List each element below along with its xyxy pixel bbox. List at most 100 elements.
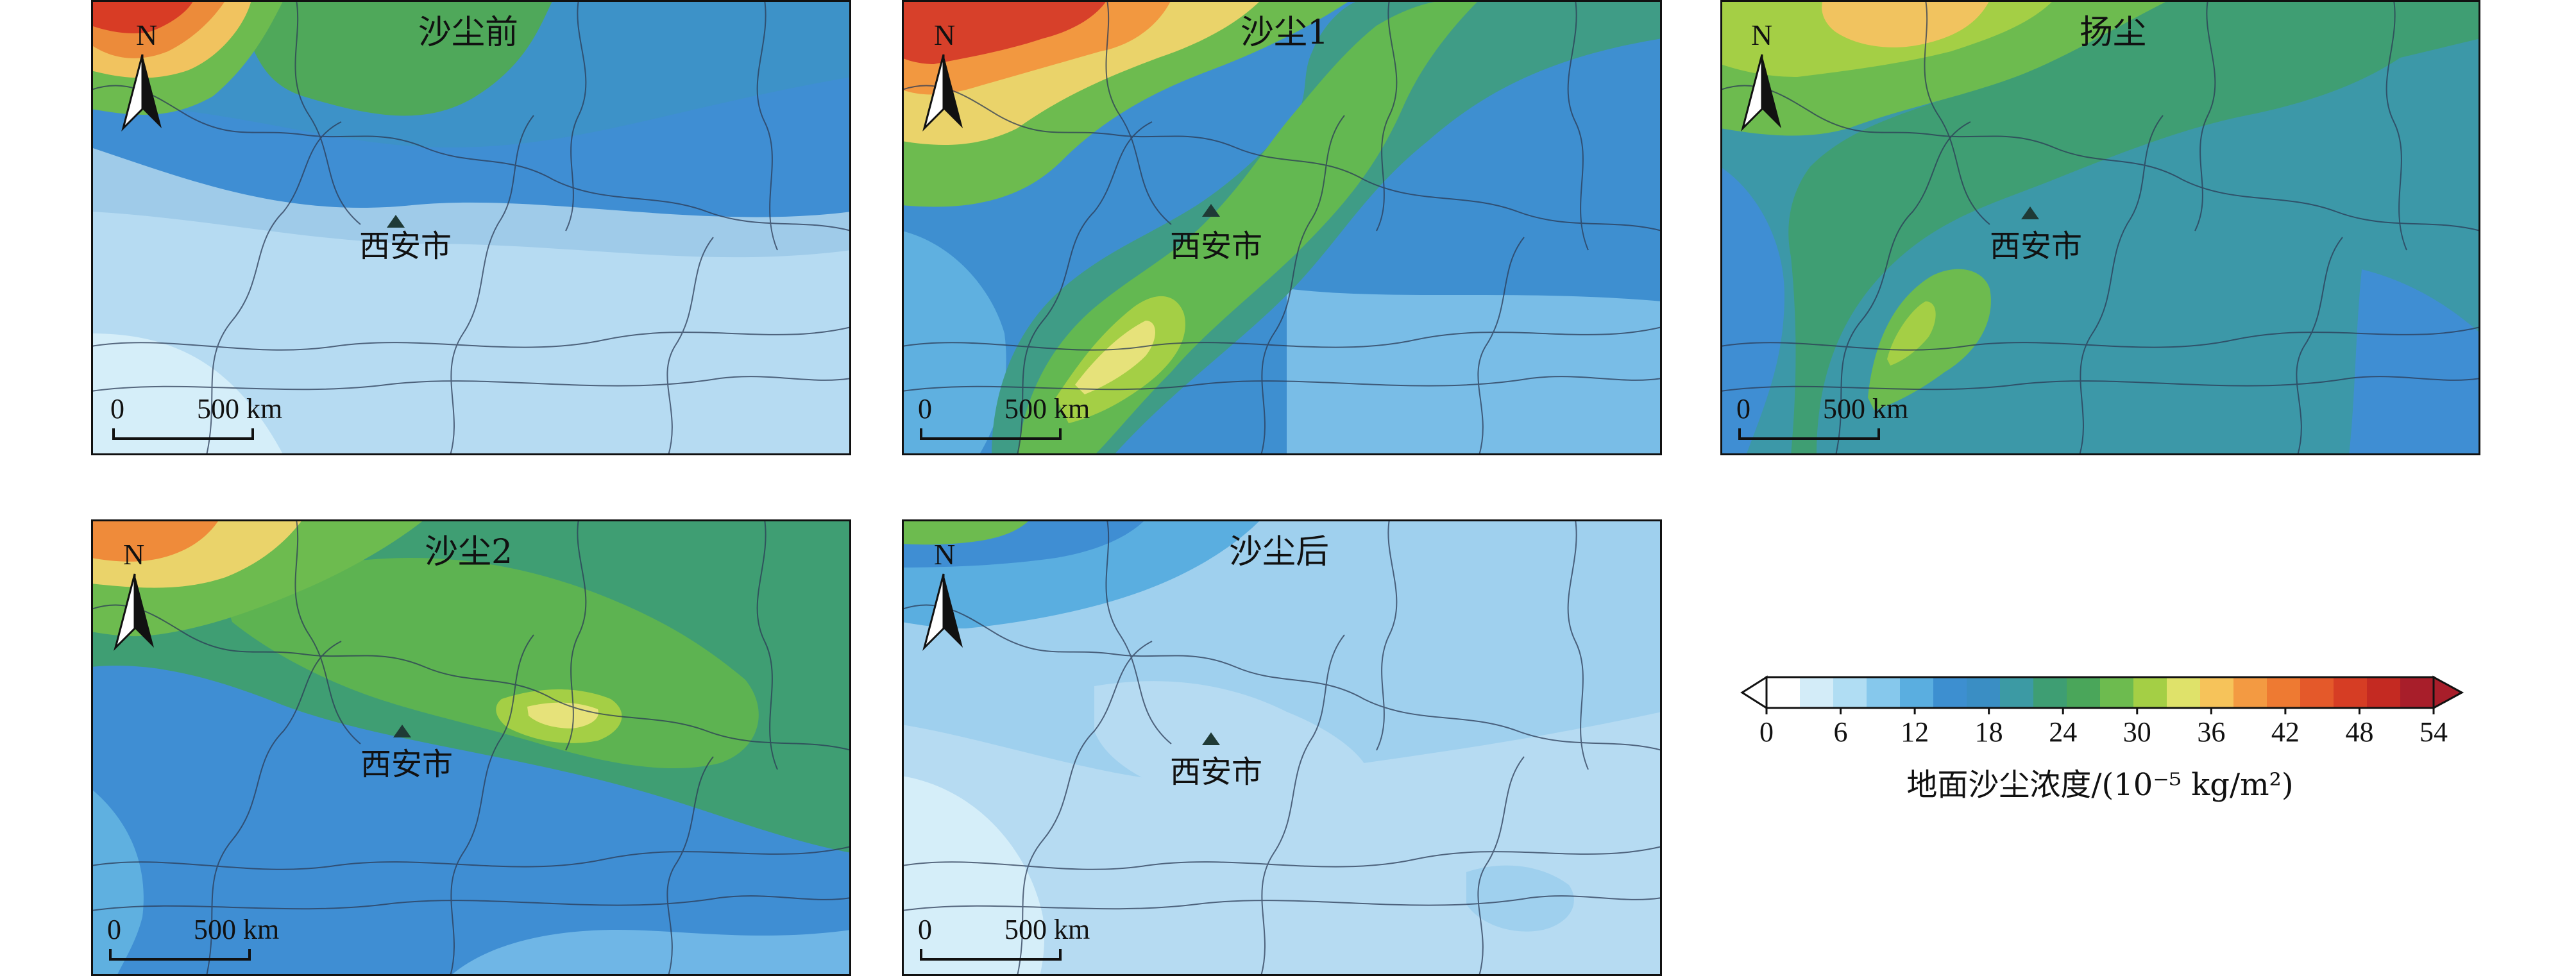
map-panel-after: N 西安市 0 500 km 沙尘后 xyxy=(902,519,1662,976)
colorbar: 0 6 12 18 24 30 36 42 48 54 地面沙尘浓度/(10⁻⁵ kg/m²) xyxy=(1738,667,2470,821)
province-borders xyxy=(91,0,851,455)
colorbar-tick-label: 36 xyxy=(2197,716,2225,748)
low-field xyxy=(91,789,144,976)
map-panel-dust1: N 西安市 0 500 km 沙尘1 xyxy=(902,0,1662,455)
colorbar-tick-label: 30 xyxy=(2123,716,2151,748)
north-label: N xyxy=(123,538,144,571)
city-label: 西安市 xyxy=(1170,228,1262,264)
north-label: N xyxy=(934,19,955,51)
colorbar-cell xyxy=(2400,677,2434,708)
scale-zero: 0 xyxy=(918,914,932,945)
map-svg: N 西安市 0 500 km 扬尘 xyxy=(1720,0,2480,455)
map-panel-dust2: N 西安市 0 500 km 沙尘2 xyxy=(91,519,851,976)
panel-frame xyxy=(91,0,851,455)
colorbar-tick-label: 12 xyxy=(1901,716,1929,748)
very-low-field xyxy=(902,776,1045,976)
colorbar-svg: 0 6 12 18 24 30 36 42 48 54 地面沙尘浓度/(10⁻⁵ kg/m²) xyxy=(1740,675,2464,803)
colorbar-cell xyxy=(2200,677,2234,708)
yellow-field xyxy=(1822,0,1990,47)
colorbar-tick-label: 54 xyxy=(2419,716,2448,748)
colorbar-cell xyxy=(1767,677,1801,708)
scale-bar: 0 500 km xyxy=(918,914,1090,961)
city-marker: 西安市 xyxy=(1170,204,1262,264)
north-arrow: N xyxy=(922,538,963,651)
panel-title: 沙尘1 xyxy=(1241,13,1328,52)
colorbar-cell xyxy=(2033,677,2067,708)
map-svg: N 西安市 0 500 km 沙尘后 xyxy=(902,519,1662,976)
red-field xyxy=(91,0,194,33)
low-field xyxy=(91,212,851,455)
low-field xyxy=(450,930,851,976)
province-borders xyxy=(1720,0,2480,455)
green-field xyxy=(219,558,759,769)
map-svg: N 西安市 0 500 km 沙尘1 xyxy=(902,0,1662,455)
province-borders xyxy=(902,519,1662,976)
low-field xyxy=(1094,681,1372,819)
panel-title: 沙尘2 xyxy=(425,533,513,571)
colorbar-cell xyxy=(1933,677,1967,708)
colorbar-tick-label: 0 xyxy=(1759,716,1774,748)
very-low-field xyxy=(91,333,284,455)
low-field xyxy=(1466,865,1574,932)
province-borders xyxy=(902,0,1662,455)
colorbar-label: 地面沙尘浓度/(10⁻⁵ kg/m²) xyxy=(1906,767,2293,803)
colorbar-max-arrow xyxy=(2432,675,2464,710)
city-label: 西安市 xyxy=(1170,754,1262,790)
colorbar-frame xyxy=(1765,676,2435,709)
red-field xyxy=(902,0,1107,64)
city-marker: 西安市 xyxy=(1990,206,2082,264)
colorbar-tick-label: 48 xyxy=(2345,716,2373,748)
green-field xyxy=(1788,0,2480,455)
panel-title: 扬尘 xyxy=(2080,13,2146,52)
colorbar-cell xyxy=(2000,677,2034,708)
scale-bar: 0 500 km xyxy=(918,393,1090,440)
panel-title: 沙尘前 xyxy=(418,13,518,52)
north-arrow: N xyxy=(1741,19,1781,131)
scale-zero: 0 xyxy=(107,914,121,945)
colorbar-cell xyxy=(1967,677,2001,708)
colorbar-cell xyxy=(2300,677,2334,708)
colorbar-cell xyxy=(2334,677,2368,708)
map-svg: N 西安市 0 500 km 沙尘前 xyxy=(91,0,851,455)
city-marker: 西安市 xyxy=(359,215,452,264)
city-marker: 西安市 xyxy=(360,725,453,782)
north-label: N xyxy=(934,538,955,571)
scale-distance: 500 km xyxy=(197,393,282,425)
scale-zero: 0 xyxy=(1736,393,1750,425)
green-field xyxy=(902,519,1030,545)
north-arrow: N xyxy=(114,538,154,651)
colorbar-cell xyxy=(1900,677,1934,708)
scale-distance: 500 km xyxy=(194,914,279,945)
colorbar-min-arrow xyxy=(1740,675,1768,710)
low-field xyxy=(1287,289,1662,455)
colorbar-cell xyxy=(1800,677,1834,708)
north-label: N xyxy=(1751,19,1772,51)
colorbar-cell xyxy=(2167,677,2201,708)
colorbar-tick-label: 18 xyxy=(1975,716,2003,748)
panel-frame xyxy=(902,0,1662,455)
colorbar-cell xyxy=(2100,677,2134,708)
north-arrow: N xyxy=(922,19,963,131)
green-field xyxy=(219,0,553,116)
colorbar-cell xyxy=(2267,677,2301,708)
north-label: N xyxy=(136,19,157,51)
colorbar-tick-label: 24 xyxy=(2049,716,2077,748)
green-field xyxy=(1868,269,1991,410)
colorbar-cell xyxy=(2133,677,2167,708)
scale-bar: 0 500 km xyxy=(1736,393,1908,440)
colorbar-cell xyxy=(2067,677,2101,708)
yellow-field xyxy=(1075,321,1155,394)
scale-zero: 0 xyxy=(918,393,932,425)
map-svg: N 西安市 0 500 km 沙尘2 xyxy=(91,519,851,976)
mid-field xyxy=(2349,269,2480,455)
scale-bar: 0 500 km xyxy=(107,914,279,961)
orange-field xyxy=(91,519,219,562)
colorbar-cell xyxy=(1867,677,1901,708)
panel-frame xyxy=(1720,0,2480,455)
colorbar-cell xyxy=(1833,677,1867,708)
colorbar-cell xyxy=(2367,677,2401,708)
scale-zero: 0 xyxy=(110,393,124,425)
city-label: 西安市 xyxy=(360,746,453,782)
colorbar-cell xyxy=(2233,677,2267,708)
scale-distance: 500 km xyxy=(1004,914,1090,945)
